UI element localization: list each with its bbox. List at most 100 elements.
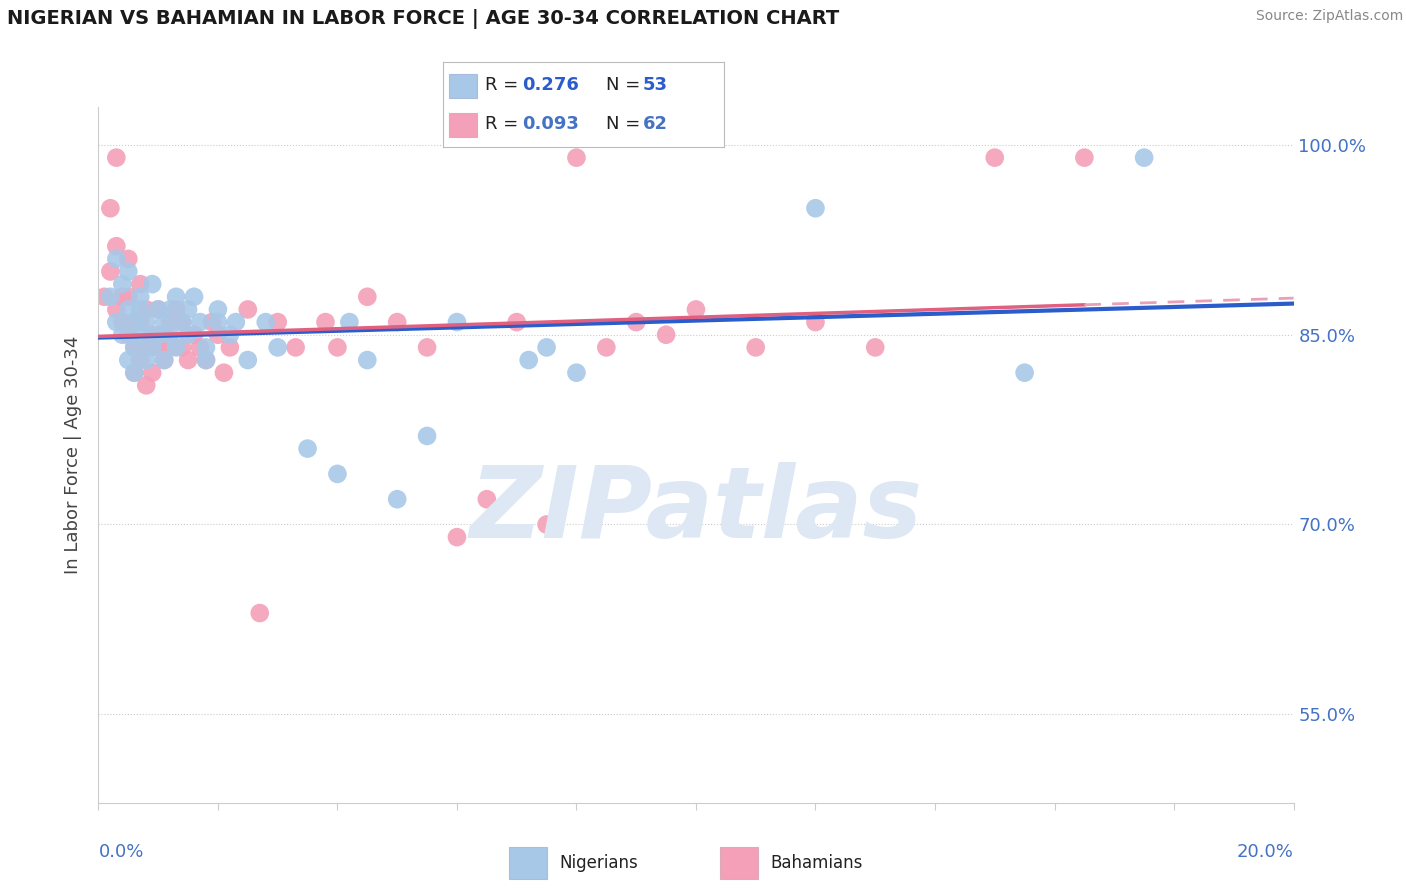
Text: Bahamians: Bahamians: [770, 854, 863, 872]
Point: [111, 315, 134, 329]
Point: [159, 327, 181, 342]
Point: [105, 252, 128, 266]
Point: [339, 315, 360, 329]
Text: R =: R =: [485, 115, 524, 133]
Point: [254, 315, 277, 329]
Point: [315, 315, 337, 329]
Point: [446, 530, 468, 544]
Point: [297, 442, 319, 456]
Text: 0.0%: 0.0%: [98, 843, 143, 861]
Point: [153, 315, 176, 329]
Point: [177, 302, 200, 317]
Point: [153, 353, 176, 368]
Point: [188, 315, 211, 329]
Point: [212, 366, 235, 380]
Point: [124, 340, 146, 354]
Point: [385, 315, 409, 329]
Point: [385, 492, 409, 507]
Point: [117, 264, 139, 278]
FancyBboxPatch shape: [720, 847, 758, 880]
Point: [183, 290, 205, 304]
Point: [177, 327, 200, 342]
Point: [124, 315, 146, 329]
Point: [129, 315, 152, 329]
Point: [236, 353, 259, 368]
Point: [135, 340, 157, 354]
Point: [105, 151, 128, 165]
Point: [565, 366, 588, 380]
Point: [105, 239, 128, 253]
Point: [111, 327, 134, 342]
Point: [117, 353, 139, 368]
Point: [236, 302, 259, 317]
Point: [284, 340, 307, 354]
Point: [249, 606, 271, 620]
Text: NIGERIAN VS BAHAMIAN IN LABOR FORCE | AGE 30-34 CORRELATION CHART: NIGERIAN VS BAHAMIAN IN LABOR FORCE | AG…: [7, 9, 839, 29]
Text: N =: N =: [606, 115, 645, 133]
Point: [207, 315, 229, 329]
Text: Source: ZipAtlas.com: Source: ZipAtlas.com: [1256, 9, 1403, 23]
Point: [984, 151, 1007, 165]
Point: [93, 290, 115, 304]
Point: [655, 327, 678, 342]
Point: [685, 302, 707, 317]
Point: [117, 327, 139, 342]
Point: [326, 340, 349, 354]
Point: [195, 353, 218, 368]
Text: 53: 53: [643, 77, 668, 95]
Point: [536, 517, 558, 532]
Point: [135, 378, 157, 392]
Point: [135, 315, 157, 329]
Point: [117, 302, 139, 317]
Point: [135, 353, 157, 368]
Point: [183, 327, 205, 342]
Text: N =: N =: [606, 77, 645, 95]
Point: [188, 340, 211, 354]
Point: [1133, 151, 1156, 165]
Point: [565, 151, 588, 165]
Point: [148, 340, 170, 354]
Point: [804, 201, 827, 215]
Point: [159, 302, 181, 317]
Point: [129, 290, 152, 304]
Point: [159, 315, 181, 329]
Point: [148, 327, 170, 342]
Text: Nigerians: Nigerians: [560, 854, 638, 872]
Text: 0.093: 0.093: [522, 115, 578, 133]
Point: [100, 264, 122, 278]
Point: [475, 492, 498, 507]
Point: [148, 302, 170, 317]
Point: [129, 277, 152, 292]
Point: [111, 290, 134, 304]
Point: [117, 290, 139, 304]
Point: [129, 353, 152, 368]
Text: 62: 62: [643, 115, 668, 133]
Point: [117, 252, 139, 266]
Point: [865, 340, 887, 354]
Point: [100, 201, 122, 215]
Point: [172, 315, 194, 329]
Point: [1073, 151, 1095, 165]
Point: [148, 302, 170, 317]
Point: [124, 366, 146, 380]
Point: [745, 340, 768, 354]
Point: [153, 327, 176, 342]
Point: [1014, 366, 1036, 380]
Point: [219, 340, 242, 354]
Point: [153, 353, 176, 368]
Point: [141, 340, 163, 354]
Point: [105, 302, 128, 317]
Text: R =: R =: [485, 77, 524, 95]
Point: [201, 315, 224, 329]
Point: [141, 366, 163, 380]
FancyBboxPatch shape: [449, 113, 477, 137]
Point: [111, 277, 134, 292]
Point: [506, 315, 529, 329]
Point: [135, 302, 157, 317]
Point: [141, 327, 163, 342]
Point: [326, 467, 349, 481]
Point: [172, 340, 194, 354]
Point: [124, 315, 146, 329]
Point: [172, 315, 194, 329]
FancyBboxPatch shape: [509, 847, 547, 880]
